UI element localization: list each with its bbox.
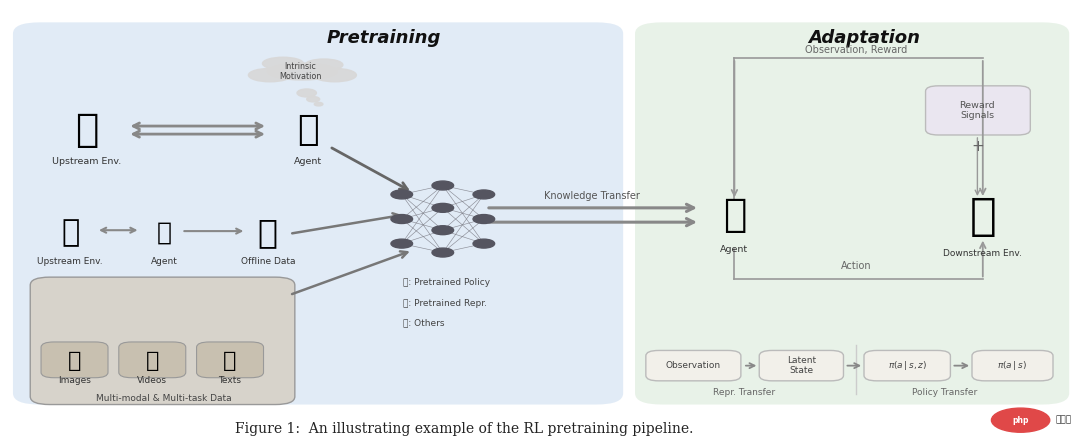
Text: Offline Data: Offline Data	[241, 257, 295, 266]
Text: Policy Transfer: Policy Transfer	[913, 388, 977, 397]
Text: $\pi( a\,|\,s, z)$: $\pi( a\,|\,s, z)$	[888, 359, 927, 372]
Text: Upstream Env.: Upstream Env.	[52, 157, 121, 166]
Circle shape	[314, 102, 323, 106]
Text: 🧠: Others: 🧠: Others	[403, 318, 444, 327]
FancyBboxPatch shape	[864, 350, 950, 381]
Text: 👓: Pretrained Repr.: 👓: Pretrained Repr.	[403, 299, 487, 308]
FancyBboxPatch shape	[926, 86, 1030, 135]
Text: Upstream Env.: Upstream Env.	[38, 257, 103, 266]
Text: 🖼️: 🖼️	[68, 351, 81, 371]
Circle shape	[307, 97, 320, 102]
Text: Observation: Observation	[665, 361, 721, 370]
Text: 💾: 💾	[258, 216, 278, 249]
FancyBboxPatch shape	[41, 342, 108, 378]
Text: +: +	[971, 139, 984, 154]
Circle shape	[473, 190, 495, 199]
Text: Figure 1:  An illustrating example of the RL pretraining pipeline.: Figure 1: An illustrating example of the…	[235, 422, 693, 436]
Circle shape	[432, 248, 454, 257]
Text: Texts: Texts	[218, 376, 242, 385]
FancyBboxPatch shape	[635, 22, 1069, 405]
Text: Agent: Agent	[720, 245, 748, 254]
Circle shape	[473, 215, 495, 224]
Ellipse shape	[248, 68, 292, 82]
Ellipse shape	[306, 59, 343, 71]
Text: 🤖: 🤖	[157, 220, 172, 245]
Circle shape	[297, 89, 316, 97]
FancyBboxPatch shape	[119, 342, 186, 378]
Circle shape	[991, 408, 1050, 432]
Ellipse shape	[262, 57, 303, 70]
Text: Intrinsic
Motivation: Intrinsic Motivation	[279, 62, 322, 81]
Text: 📹: 📹	[146, 351, 159, 371]
Text: Reward
Signals: Reward Signals	[960, 101, 995, 120]
FancyBboxPatch shape	[13, 22, 623, 405]
Text: 📖: 📖	[224, 351, 237, 371]
Circle shape	[473, 239, 495, 248]
Ellipse shape	[268, 63, 338, 80]
Circle shape	[432, 226, 454, 235]
Text: Pretraining: Pretraining	[326, 29, 441, 47]
Text: 🌍: 🌍	[62, 218, 79, 247]
Text: Downstream Env.: Downstream Env.	[943, 249, 1023, 258]
Text: 中文网: 中文网	[1055, 416, 1071, 425]
Text: Action: Action	[841, 261, 872, 271]
Circle shape	[432, 203, 454, 212]
Circle shape	[391, 239, 413, 248]
FancyBboxPatch shape	[646, 350, 741, 381]
Circle shape	[391, 190, 413, 199]
Text: Adaptation: Adaptation	[808, 29, 920, 47]
Text: $\pi( a\,|\,s)$: $\pi( a\,|\,s)$	[997, 359, 1027, 372]
Text: Observation, Reward: Observation, Reward	[806, 45, 907, 55]
Text: 🤖: 🤖	[297, 113, 319, 147]
Text: 🌍: 🌍	[75, 110, 98, 149]
Text: Knowledge Transfer: Knowledge Transfer	[544, 191, 639, 201]
Text: Repr. Transfer: Repr. Transfer	[713, 388, 775, 397]
Text: Multi-modal & Multi-task Data: Multi-modal & Multi-task Data	[96, 394, 232, 403]
Text: Videos: Videos	[137, 376, 167, 385]
Text: 🤖: 🤖	[723, 196, 746, 235]
FancyBboxPatch shape	[197, 342, 264, 378]
Circle shape	[391, 215, 413, 224]
Text: 🦾: Pretrained Policy: 🦾: Pretrained Policy	[403, 278, 490, 287]
FancyBboxPatch shape	[759, 350, 843, 381]
Text: Latent
State: Latent State	[787, 356, 815, 375]
FancyBboxPatch shape	[972, 350, 1053, 381]
Text: 🌍: 🌍	[970, 195, 996, 238]
Text: php: php	[1012, 416, 1029, 425]
Ellipse shape	[313, 68, 356, 82]
Text: Agent: Agent	[294, 157, 322, 166]
Text: Agent: Agent	[151, 257, 177, 266]
Text: Images: Images	[58, 376, 91, 385]
Circle shape	[432, 181, 454, 190]
FancyBboxPatch shape	[30, 277, 295, 405]
